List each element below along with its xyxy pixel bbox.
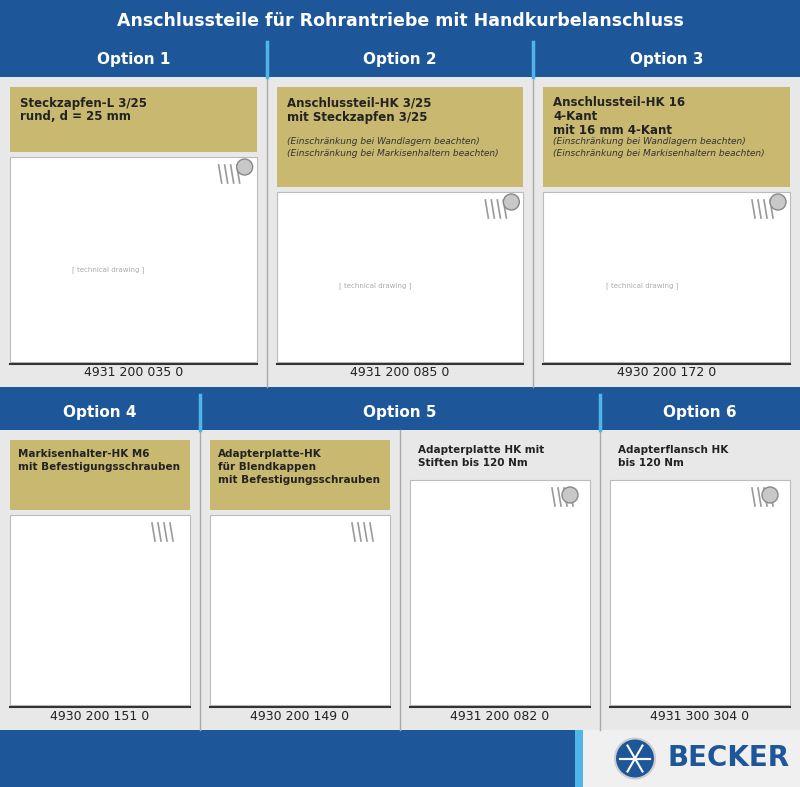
Text: 4930 200 149 0: 4930 200 149 0: [250, 710, 350, 722]
Text: Adapterplatte HK mit: Adapterplatte HK mit: [418, 445, 544, 455]
Bar: [583, 730, 800, 787]
Text: (Einschränkung bei Markisenhaltern beachten): (Einschränkung bei Markisenhaltern beach…: [554, 149, 765, 157]
Text: Adapterplatte-HK: Adapterplatte-HK: [218, 449, 322, 459]
Text: BECKER: BECKER: [667, 745, 789, 773]
Text: (Einschränkung bei Wandlagern beachten): (Einschränkung bei Wandlagern beachten): [286, 136, 479, 146]
Text: 4931 200 035 0: 4931 200 035 0: [84, 367, 183, 379]
Circle shape: [762, 487, 778, 503]
Text: Markisenhalter-HK M6: Markisenhalter-HK M6: [18, 449, 150, 459]
Text: 4931 300 304 0: 4931 300 304 0: [650, 710, 750, 722]
Text: Option 1: Option 1: [97, 52, 170, 67]
Text: Option 2: Option 2: [363, 52, 437, 67]
Circle shape: [615, 738, 655, 778]
Bar: [277, 87, 523, 187]
Text: (Einschränkung bei Markisenhaltern beachten): (Einschränkung bei Markisenhaltern beach…: [286, 149, 498, 157]
Bar: [277, 192, 523, 362]
Text: Option 5: Option 5: [363, 405, 437, 420]
Text: rund, d = 25 mm: rund, d = 25 mm: [20, 110, 131, 124]
Text: [ technical drawing ]: [ technical drawing ]: [339, 282, 411, 289]
Bar: [0, 730, 800, 787]
Bar: [10, 440, 190, 510]
Text: 4-Kant: 4-Kant: [554, 110, 598, 124]
Text: (Einschränkung bei Wandlagern beachten): (Einschränkung bei Wandlagern beachten): [554, 136, 746, 146]
Bar: [575, 730, 583, 787]
Circle shape: [562, 487, 578, 503]
Bar: [210, 515, 390, 705]
Bar: [410, 480, 590, 705]
Text: 4930 200 151 0: 4930 200 151 0: [50, 710, 150, 722]
Bar: [0, 0, 800, 42]
Text: Option 6: Option 6: [663, 405, 737, 420]
Text: Anschlussteile für Rohrantriebe mit Handkurbelanschluss: Anschlussteile für Rohrantriebe mit Hand…: [117, 12, 683, 30]
Text: 4931 200 082 0: 4931 200 082 0: [450, 710, 550, 722]
Text: Steckzapfen-L 3/25: Steckzapfen-L 3/25: [20, 97, 147, 109]
Bar: [0, 430, 800, 730]
Bar: [210, 440, 390, 510]
Text: [ technical drawing ]: [ technical drawing ]: [606, 282, 678, 289]
Text: [ technical drawing ]: [ technical drawing ]: [73, 266, 145, 273]
Bar: [0, 387, 800, 395]
Text: mit Befestigungsschrauben: mit Befestigungsschrauben: [18, 462, 180, 472]
Text: Option 3: Option 3: [630, 52, 703, 67]
Bar: [0, 42, 800, 77]
Text: Stiften bis 120 Nm: Stiften bis 120 Nm: [418, 458, 528, 468]
Circle shape: [770, 194, 786, 210]
Text: Option 4: Option 4: [63, 405, 137, 420]
Text: mit Befestigungsschrauben: mit Befestigungsschrauben: [218, 475, 380, 485]
Text: bis 120 Nm: bis 120 Nm: [618, 458, 684, 468]
Text: mit 16 mm 4-Kant: mit 16 mm 4-Kant: [554, 124, 672, 138]
Circle shape: [503, 194, 519, 210]
Text: für Blendkappen: für Blendkappen: [218, 462, 316, 472]
Text: mit Steckzapfen 3/25: mit Steckzapfen 3/25: [286, 110, 427, 124]
Text: 4930 200 172 0: 4930 200 172 0: [617, 367, 716, 379]
Bar: [543, 87, 790, 187]
Bar: [0, 395, 800, 430]
Bar: [610, 480, 790, 705]
Text: Anschlussteil-HK 3/25: Anschlussteil-HK 3/25: [286, 97, 431, 109]
Circle shape: [237, 159, 253, 175]
Bar: [10, 515, 190, 705]
Text: Anschlussteil-HK 16: Anschlussteil-HK 16: [554, 97, 686, 109]
Bar: [10, 87, 257, 152]
Bar: [10, 157, 257, 362]
Text: 4931 200 085 0: 4931 200 085 0: [350, 367, 450, 379]
Bar: [0, 77, 800, 387]
Text: Adapterflansch HK: Adapterflansch HK: [618, 445, 728, 455]
Bar: [543, 192, 790, 362]
